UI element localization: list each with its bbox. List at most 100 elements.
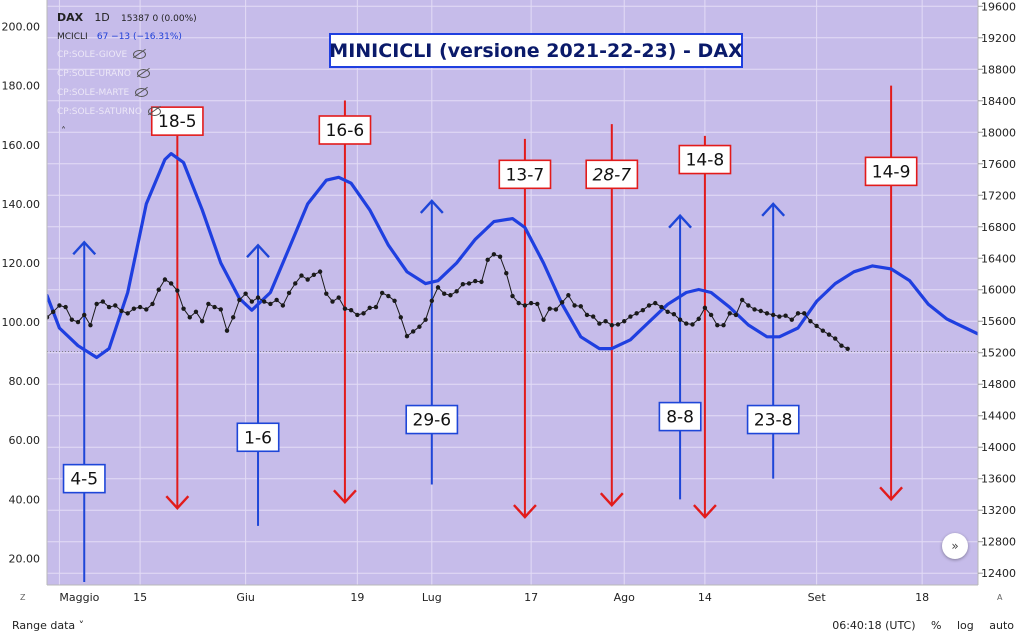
price-point bbox=[808, 319, 813, 324]
arrow-head-16-6 bbox=[333, 489, 357, 505]
right-tick-label: 12400 bbox=[981, 567, 1016, 580]
price-point bbox=[119, 308, 124, 314]
legend-hidden-row[interactable]: CP:SOLE-MARTE bbox=[57, 84, 197, 103]
eye-off-icon[interactable] bbox=[135, 88, 149, 97]
legend-hidden-row[interactable]: CP:SOLE-URANO bbox=[57, 65, 197, 84]
eye-off-icon[interactable] bbox=[136, 69, 150, 78]
price-point bbox=[398, 315, 403, 320]
utc-time[interactable]: 06:40:18 (UTC) bbox=[832, 619, 916, 632]
right-tick-label: 14000 bbox=[981, 441, 1016, 454]
price-point bbox=[249, 299, 255, 304]
price-point bbox=[597, 321, 602, 326]
price-point bbox=[485, 257, 490, 263]
price-point bbox=[541, 317, 546, 322]
right-tick-label: 19200 bbox=[981, 32, 1016, 45]
price-point bbox=[708, 312, 714, 318]
legend-hidden-label: CP:SOLE-SATURNO bbox=[57, 107, 142, 117]
mcicli-cycle-line bbox=[45, 152, 980, 360]
right-tick-label: 18000 bbox=[981, 126, 1016, 139]
right-tick-label: 14400 bbox=[981, 410, 1016, 423]
arrow-head-14-8 bbox=[693, 504, 717, 519]
range-date-button[interactable]: Range data ˅ bbox=[12, 619, 85, 632]
price-point bbox=[559, 300, 565, 305]
price-point bbox=[150, 301, 155, 307]
left-tick-label: 120.00 bbox=[2, 257, 41, 270]
price-point bbox=[721, 322, 726, 328]
gridlines bbox=[47, 0, 978, 585]
price-point bbox=[317, 269, 323, 274]
price-point bbox=[342, 306, 348, 311]
percent-toggle[interactable]: % bbox=[931, 619, 942, 632]
arrow-head-8-8 bbox=[668, 213, 692, 229]
right-tick-label: 15600 bbox=[981, 315, 1016, 328]
right-tick-label: 16800 bbox=[981, 221, 1016, 234]
legend-hidden-row[interactable]: CP:SOLE-SATURNO bbox=[57, 103, 197, 122]
price-point bbox=[622, 319, 627, 324]
chart-title-box: MINICICLI (versione 2021-22-23) - DAX bbox=[329, 33, 743, 68]
date-label-1-6: 1-6 bbox=[244, 428, 272, 448]
price-point bbox=[522, 303, 528, 308]
time-axis-left-corner[interactable]: Z bbox=[20, 593, 26, 602]
price-point bbox=[417, 324, 422, 329]
date-label-box-14-9 bbox=[864, 156, 918, 187]
price-point bbox=[51, 309, 56, 314]
legend-collapse-chevron-up-icon[interactable]: ˄ bbox=[61, 126, 66, 137]
price-point bbox=[386, 293, 391, 299]
price-point bbox=[603, 319, 608, 324]
price-point bbox=[466, 281, 472, 286]
date-label-29-6: 29-6 bbox=[413, 411, 452, 431]
price-point bbox=[590, 314, 596, 319]
right-tick-label: 12800 bbox=[981, 536, 1016, 549]
price-point bbox=[795, 311, 801, 316]
right-tick-label: 17600 bbox=[981, 158, 1016, 171]
date-label-14-8: 14-8 bbox=[686, 151, 725, 171]
price-point bbox=[268, 301, 273, 307]
date-label-box-8-8 bbox=[658, 401, 702, 432]
price-point bbox=[770, 312, 776, 318]
legend-main-row[interactable]: DAX 1D 15387 0 (0.00%) bbox=[57, 8, 197, 27]
eye-off-icon[interactable] bbox=[147, 107, 161, 116]
price-point bbox=[361, 311, 366, 316]
price-point bbox=[553, 307, 559, 312]
price-point bbox=[199, 319, 205, 324]
left-tick-label: 140.00 bbox=[2, 198, 41, 211]
legend-indicator-values: 67 −13 (−16.31%) bbox=[96, 32, 182, 42]
left-axis-panel bbox=[0, 0, 47, 611]
price-point bbox=[175, 288, 180, 293]
date-label-box-14-8 bbox=[678, 144, 732, 175]
eye-off-icon[interactable] bbox=[133, 50, 147, 59]
time-axis-right-corner[interactable]: A bbox=[997, 593, 1003, 602]
scroll-to-realtime-button[interactable]: » bbox=[942, 533, 968, 559]
date-label-box-1-6 bbox=[236, 422, 280, 453]
price-point bbox=[535, 301, 540, 307]
arrow-head-23-8 bbox=[761, 202, 786, 217]
price-point bbox=[659, 304, 664, 310]
price-point bbox=[758, 308, 763, 314]
dax-price-points bbox=[44, 252, 850, 351]
price-point bbox=[528, 300, 534, 306]
price-point bbox=[82, 312, 87, 318]
price-point bbox=[423, 317, 428, 322]
price-point bbox=[516, 300, 521, 306]
price-point bbox=[448, 293, 453, 298]
auto-toggle[interactable]: auto bbox=[989, 619, 1014, 632]
price-point bbox=[274, 297, 279, 303]
date-label-box-29-6 bbox=[405, 404, 459, 435]
legend-hidden-row[interactable]: CP:SOLE-GIOVE bbox=[57, 46, 197, 65]
x-tick-label: 15 bbox=[133, 591, 147, 604]
left-tick-label: 20.00 bbox=[9, 552, 41, 565]
arrow-head-13-7 bbox=[513, 504, 537, 519]
arrow-head-1-6 bbox=[246, 243, 270, 259]
log-toggle[interactable]: log bbox=[956, 619, 974, 632]
legend-indicator-name: MCICLI bbox=[57, 32, 88, 42]
price-point bbox=[218, 307, 223, 312]
legend-indicator-row[interactable]: MCICLI 67 −13 (−16.31%) bbox=[57, 27, 197, 46]
date-label-16-6: 16-6 bbox=[326, 121, 365, 141]
price-point bbox=[646, 303, 652, 308]
right-tick-label: 18400 bbox=[981, 95, 1016, 108]
price-point bbox=[137, 304, 143, 310]
x-tick-label: Ago bbox=[614, 591, 636, 604]
left-tick-label: 200.00 bbox=[2, 21, 41, 34]
price-point bbox=[454, 289, 459, 294]
